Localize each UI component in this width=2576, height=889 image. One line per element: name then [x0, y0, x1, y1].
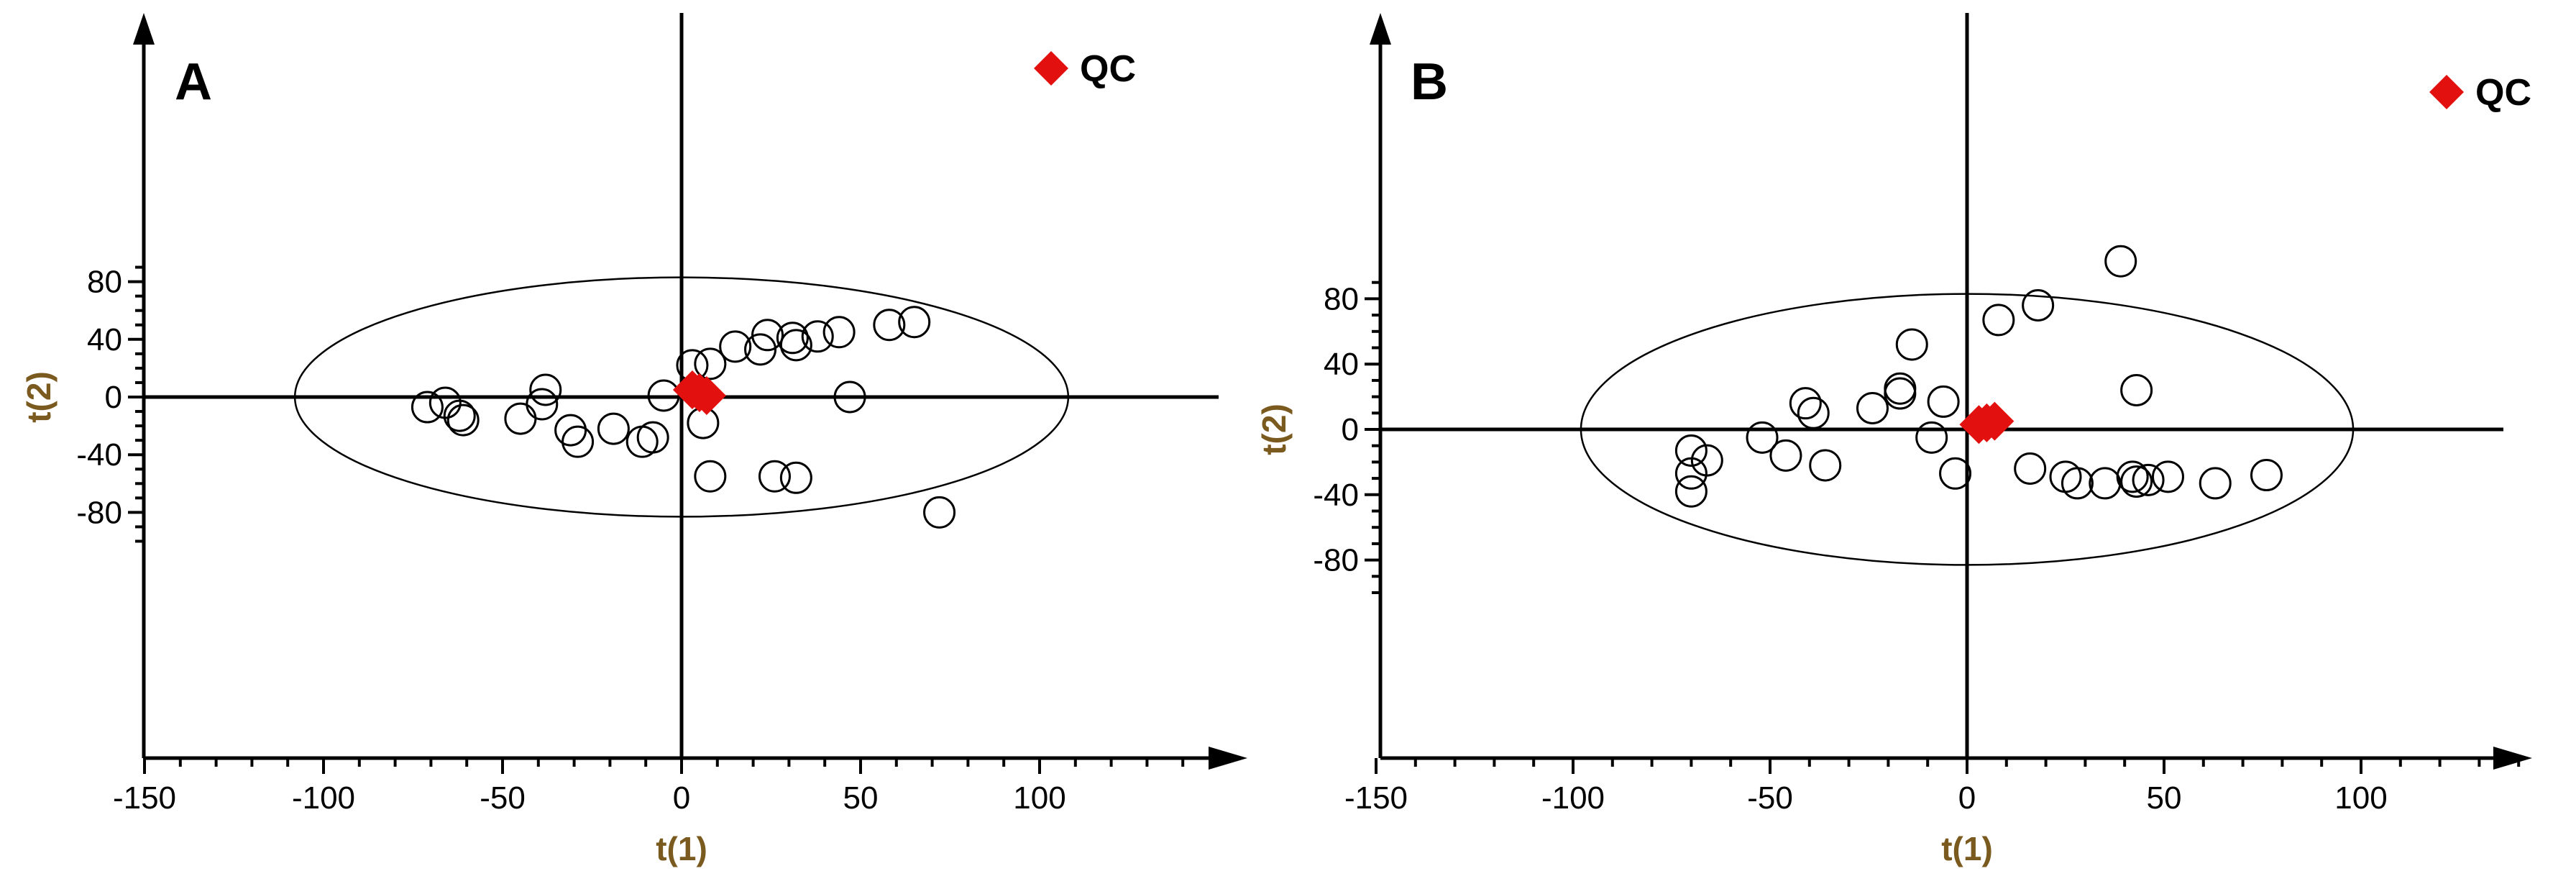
- sample-point: [636, 421, 669, 454]
- x-axis-title: t(1): [1941, 830, 1993, 867]
- sample-point: [1674, 475, 1708, 508]
- sample-point: [1746, 421, 1779, 454]
- x-axis-arrow: [1209, 747, 1247, 770]
- sample-point: [719, 330, 752, 363]
- y-tick-label: 80: [1324, 281, 1359, 316]
- sample-point: [2120, 465, 2153, 498]
- sample-point: [2120, 374, 2153, 407]
- sample-point: [2014, 452, 2047, 485]
- sample-point: [2116, 460, 2149, 493]
- panel-label: A: [175, 53, 212, 111]
- y-tick-label: 0: [105, 380, 122, 415]
- sample-point: [1982, 304, 2015, 337]
- scatter-panel-a: -150 -100 -50 0 50 100 -80 -40 0 40 80 t(1) t(2) A QC: [20, 13, 1247, 867]
- legend-qc-label: QC: [2475, 72, 2531, 114]
- sample-point: [1884, 377, 1917, 410]
- sample-point: [779, 461, 812, 494]
- sample-point: [822, 316, 856, 349]
- sample-point: [744, 333, 777, 366]
- sample-point: [779, 329, 812, 362]
- x-axis-title: t(1): [656, 830, 707, 867]
- sample-point: [1939, 457, 1972, 490]
- y-tick-label: 80: [87, 265, 122, 300]
- x-tick-label: 50: [2147, 780, 2182, 816]
- sample-point: [2151, 460, 2184, 493]
- sample-point: [597, 412, 630, 445]
- x-tick-label: -100: [292, 780, 355, 816]
- sample-point: [2199, 467, 2232, 500]
- sample-point: [751, 319, 784, 352]
- sample-point: [1797, 396, 1830, 429]
- sample-point: [2022, 288, 2055, 322]
- qc-point: [1975, 401, 2014, 441]
- sample-point: [2089, 467, 2122, 500]
- x-axis-arrow: [2493, 747, 2532, 770]
- sample-point: [898, 306, 931, 339]
- sample-point: [833, 380, 866, 414]
- x-tick-label: -150: [1344, 780, 1408, 816]
- sample-point: [801, 320, 834, 353]
- y-axis-title: t(2): [1255, 404, 1293, 455]
- y-tick-label: -40: [1313, 478, 1359, 513]
- y-tick-label: 40: [87, 322, 122, 357]
- legend-qc-marker: [2429, 75, 2464, 109]
- sample-point: [554, 414, 587, 447]
- sample-point: [2049, 460, 2082, 493]
- sample-point: [446, 404, 480, 437]
- y-axis-arrow: [133, 13, 155, 45]
- sample-point: [2104, 245, 2137, 278]
- sample-point: [529, 373, 562, 406]
- sample-point: [562, 425, 595, 458]
- scatter-panel-b: -150 -100 -50 0 50 100 -80 -40 0 40 80 t(1) t(2) B QC: [1255, 13, 2532, 867]
- qc-point: [687, 375, 726, 415]
- sample-point: [1915, 421, 1948, 454]
- sample-point: [776, 322, 809, 355]
- sample-point: [2061, 467, 2094, 500]
- x-tick-label: 0: [1958, 780, 1976, 816]
- y-tick-label: 0: [1342, 412, 1359, 447]
- sample-point: [694, 460, 727, 493]
- x-tick-label: -50: [1747, 780, 1793, 816]
- x-tick-label: 50: [843, 780, 879, 816]
- sample-point: [923, 496, 956, 529]
- y-tick-label: 40: [1324, 347, 1359, 382]
- legend-qc-marker: [1034, 51, 1068, 86]
- y-tick-label: -40: [76, 437, 122, 473]
- sample-point: [1927, 385, 1960, 418]
- sample-point: [1895, 328, 1928, 361]
- sample-point: [687, 406, 720, 439]
- sample-point: [1856, 391, 1889, 424]
- x-tick-label: -150: [113, 780, 176, 816]
- sample-point: [1789, 387, 1822, 420]
- sample-point: [2132, 463, 2165, 496]
- x-tick-label: -100: [1541, 780, 1605, 816]
- y-axis-arrow: [1370, 13, 1391, 45]
- sample-point: [526, 388, 559, 421]
- sample-point: [443, 399, 476, 432]
- x-tick-label: -50: [480, 780, 526, 816]
- panel-label: B: [1411, 53, 1448, 111]
- sample-point: [1809, 449, 1842, 482]
- y-tick-label: -80: [76, 495, 122, 530]
- sample-point: [1674, 434, 1708, 468]
- sample-point: [758, 460, 791, 493]
- sample-point: [873, 309, 906, 342]
- x-tick-label: 100: [1013, 780, 1065, 816]
- sample-point: [694, 347, 727, 380]
- x-tick-label: 100: [2334, 780, 2387, 816]
- sample-point: [504, 402, 537, 435]
- legend-qc-label: QC: [1080, 48, 1136, 90]
- y-axis-title: t(2): [20, 371, 58, 423]
- y-tick-label: -80: [1313, 543, 1359, 578]
- sample-point: [2250, 459, 2283, 492]
- sample-point: [1769, 439, 1802, 472]
- sample-point: [1690, 444, 1723, 477]
- x-tick-label: 0: [673, 780, 690, 816]
- sample-point: [411, 391, 444, 424]
